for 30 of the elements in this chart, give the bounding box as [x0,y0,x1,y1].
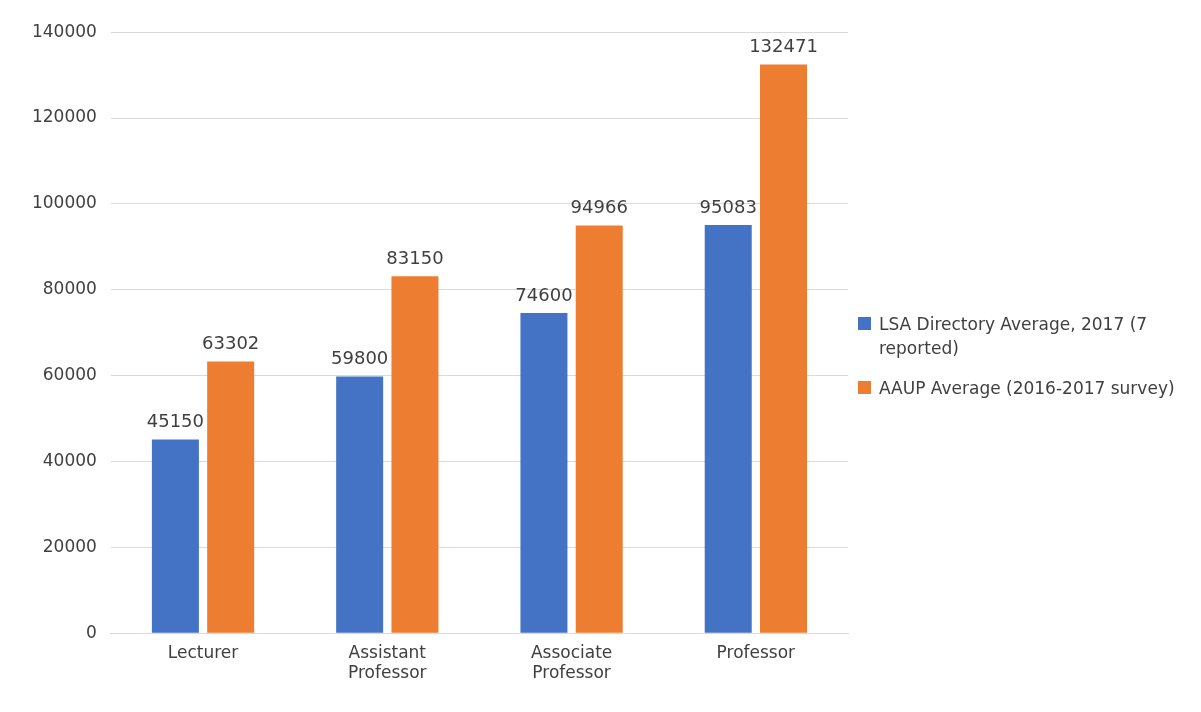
bar [336,376,384,633]
bar [760,64,807,633]
data-label: 74600 [515,283,573,305]
x-tick-label: Lecturer [167,641,239,662]
y-tick-label: 60000 [42,364,97,385]
x-tick-label: Associate Professor [530,641,613,683]
data-label: 95083 [699,195,757,217]
bar [151,439,199,633]
data-label: 94966 [570,196,628,218]
data-label: 83150 [386,246,444,268]
bar [391,276,439,633]
y-tick-label: 80000 [42,278,97,299]
legend-label: AAUP Average (2016-2017 survey) [879,377,1175,400]
bar [520,312,568,633]
x-tick-label: Assistant Professor [348,641,427,683]
data-label: 59800 [331,347,389,369]
y-tick-label: 0 [86,621,97,642]
data-label: 63302 [202,332,260,354]
bar [207,361,255,633]
legend-label: LSA Directory Average, 2017 (7 reported) [879,313,1149,360]
y-tick-label: 100000 [31,192,97,213]
y-tick-label: 40000 [42,449,97,470]
x-tick-label: Professor [716,641,796,662]
y-tick-label: 120000 [31,106,97,127]
bar [575,225,623,633]
bar [704,225,752,633]
y-tick-label: 20000 [42,535,97,556]
data-label: 132471 [749,35,818,57]
data-label: 45150 [146,410,205,432]
y-tick-label: 140000 [31,20,97,41]
